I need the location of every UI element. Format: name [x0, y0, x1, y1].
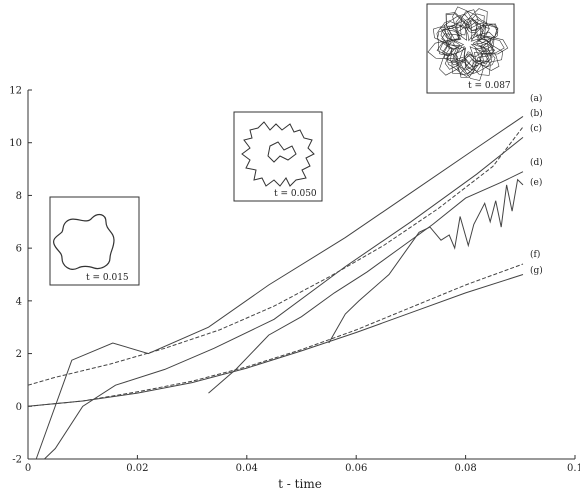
inset-t-0087: t = 0.087 [426, 3, 515, 94]
inset-label-1: t = 0.015 [86, 273, 129, 283]
series-label-d: (d) [530, 157, 543, 168]
y-ticks: -2 0 2 4 6 8 10 12 [9, 86, 32, 466]
x-tick-label: 0.04 [236, 463, 258, 474]
x-tick-label: 0 [25, 463, 31, 474]
x-tick-label: 0.1 [567, 463, 580, 474]
inset-contour-smooth [53, 213, 115, 270]
inset-label-3: t = 0.087 [468, 81, 511, 91]
series-line-d [208, 171, 524, 394]
x-ticks: 0 0.02 0.04 0.06 0.08 0.1 [25, 455, 580, 474]
x-tick-label: 0.08 [454, 463, 476, 474]
x-tick-label: 0.02 [126, 463, 148, 474]
series-label-c: (c) [530, 123, 542, 134]
inset-contour-rough [241, 121, 315, 187]
series-lines [27, 115, 524, 460]
x-axis-label: t - time [278, 477, 322, 491]
inset-contour-dense [427, 6, 509, 81]
series-labels: (a) (b) (c) (d) (e) (f) (g) [530, 93, 543, 276]
series-line-a [35, 115, 524, 460]
inset-dense-path [427, 6, 509, 81]
y-tick-label: 6 [16, 244, 22, 255]
series-line-f [27, 263, 524, 407]
inset-t-0015: t = 0.015 [49, 196, 140, 286]
series-line-g [27, 274, 524, 407]
y-tick-label: 0 [16, 402, 22, 413]
series-line-e [328, 178, 524, 344]
y-tick-label: 8 [16, 191, 22, 202]
y-tick-label: -2 [12, 455, 22, 466]
inset-label-2: t = 0.050 [274, 189, 317, 199]
x-tick-label: 0.06 [345, 463, 367, 474]
y-tick-label: 10 [9, 138, 22, 149]
series-label-b: (b) [530, 108, 543, 119]
series-line-c [44, 137, 524, 460]
inset-t-0050: t = 0.050 [233, 111, 323, 202]
y-tick-label: 2 [16, 349, 22, 360]
series-label-f: (f) [530, 249, 540, 260]
series-line-b [27, 126, 524, 386]
y-tick-label: 4 [16, 296, 22, 307]
y-tick-label: 12 [9, 86, 22, 97]
series-label-e: (e) [530, 177, 542, 188]
axes [27, 90, 575, 460]
series-label-a: (a) [530, 93, 542, 104]
series-label-g: (g) [530, 265, 543, 276]
